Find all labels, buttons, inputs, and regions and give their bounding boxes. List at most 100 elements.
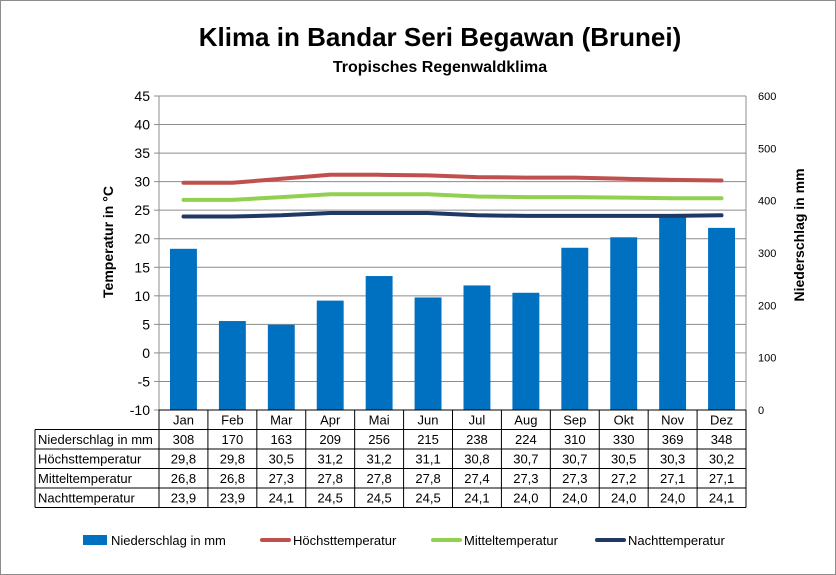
precipitation-bar [414, 297, 442, 410]
left-tick-label: 5 [142, 316, 150, 332]
max-temperature-line [181, 172, 724, 185]
data-label: 24,1 [269, 491, 294, 506]
data-label: 27,3 [513, 471, 538, 486]
data-label: 30,5 [611, 452, 636, 467]
data-label: 30,8 [464, 452, 489, 467]
data-label: 224 [515, 432, 537, 447]
precipitation-bar [659, 216, 687, 410]
data-label: 24,5 [366, 491, 391, 506]
data-label: 163 [270, 432, 292, 447]
category-label: Okt [614, 413, 635, 428]
data-label: 24,5 [415, 491, 440, 506]
right-tick-label: 500 [758, 143, 776, 155]
data-label: 310 [564, 432, 586, 447]
table-series-name: Nachttemperatur [38, 491, 135, 506]
data-label: 30,3 [660, 452, 685, 467]
table-series-name: Mitteltemperatur [38, 471, 133, 486]
data-label: 256 [368, 432, 390, 447]
right-axis-title: Niederschlag in mm [791, 168, 807, 301]
data-label: 30,2 [709, 452, 734, 467]
left-tick-label: 45 [134, 88, 150, 104]
data-label: 238 [466, 432, 488, 447]
right-axis-ticks: 600 500 400 300 200 100 0 [758, 91, 776, 417]
data-label: 27,8 [366, 471, 391, 486]
category-label: Jun [418, 413, 439, 428]
data-label: 23,9 [171, 491, 196, 506]
right-tick-label: 300 [758, 248, 776, 260]
left-tick-label: 10 [134, 288, 150, 304]
data-label: 26,8 [220, 471, 245, 486]
data-label: 26,8 [171, 471, 196, 486]
precipitation-bar [512, 292, 540, 410]
right-tick-label: 0 [758, 405, 764, 417]
data-label: 27,8 [318, 471, 343, 486]
left-tick-label: 25 [134, 202, 150, 218]
precipitation-bar [170, 248, 197, 410]
data-label: 29,8 [171, 452, 196, 467]
data-label: 170 [222, 432, 244, 447]
precipitation-bars [170, 216, 735, 410]
gridlines [154, 95, 746, 411]
data-label: 24,0 [513, 491, 538, 506]
data-label: 330 [613, 432, 635, 447]
data-label: 27,3 [562, 471, 587, 486]
right-tick-label: 400 [758, 196, 776, 208]
table-series-name: Niederschlag in mm [38, 432, 153, 447]
data-label: 27,3 [269, 471, 294, 486]
right-tick-label: 200 [758, 300, 776, 312]
data-label: 24,1 [709, 491, 734, 506]
left-axis-ticks: 45 40 35 30 25 20 15 10 5 0 -5 -10 [130, 88, 150, 418]
legend: Niederschlag in mm Höchsttemperatur Mittel… [83, 533, 725, 548]
chart-title: Klima in Bandar Seri Begawan (Brunei) [199, 22, 682, 52]
data-label: 31,2 [318, 452, 343, 467]
data-label: 30,7 [562, 452, 587, 467]
left-tick-label: 35 [134, 145, 150, 161]
right-tick-label: 600 [758, 91, 776, 103]
right-tick-label: 100 [758, 353, 776, 365]
table-series-name: Höchsttemperatur [38, 452, 142, 467]
category-label: Mar [270, 413, 293, 428]
data-label: 369 [662, 432, 684, 447]
data-label: 348 [711, 432, 733, 447]
left-tick-label: -5 [138, 373, 151, 389]
data-label: 209 [319, 432, 341, 447]
legend-label: Mitteltemperatur [464, 533, 559, 548]
temperature-lines [181, 172, 724, 219]
legend-label: Niederschlag in mm [111, 533, 226, 548]
data-label: 31,2 [366, 452, 391, 467]
data-label: 27,8 [415, 471, 440, 486]
precipitation-bar [316, 300, 344, 410]
precipitation-bar [463, 285, 491, 410]
category-label: Apr [320, 413, 341, 428]
category-label: Jul [469, 413, 486, 428]
data-label: 24,1 [464, 491, 489, 506]
category-label: Nov [661, 413, 685, 428]
legend-label: Höchsttemperatur [293, 533, 397, 548]
precipitation-bar [218, 321, 246, 410]
data-label: 24,0 [611, 491, 636, 506]
category-label: Aug [514, 413, 537, 428]
left-tick-label: 0 [142, 345, 150, 361]
data-label: 24,0 [562, 491, 587, 506]
precipitation-bar [561, 247, 589, 410]
data-label: 27,4 [464, 471, 489, 486]
data-label: 27,1 [709, 471, 734, 486]
category-label: Dez [710, 413, 733, 428]
axes [158, 96, 747, 410]
data-label: 308 [173, 432, 195, 447]
left-tick-label: -10 [130, 402, 150, 418]
left-tick-label: 20 [134, 231, 150, 247]
data-label: 31,1 [415, 452, 440, 467]
data-label: 27,1 [660, 471, 685, 486]
precipitation-bar [610, 237, 638, 410]
data-label: 27,2 [611, 471, 636, 486]
left-tick-label: 30 [134, 174, 150, 190]
data-label: 30,7 [513, 452, 538, 467]
left-tick-label: 15 [134, 259, 150, 275]
precipitation-bar [365, 276, 393, 410]
chart-subtitle: Tropisches Regenwaldklima [333, 59, 547, 76]
category-label: Feb [221, 413, 243, 428]
legend-swatch [83, 535, 107, 545]
data-label: 215 [417, 432, 439, 447]
